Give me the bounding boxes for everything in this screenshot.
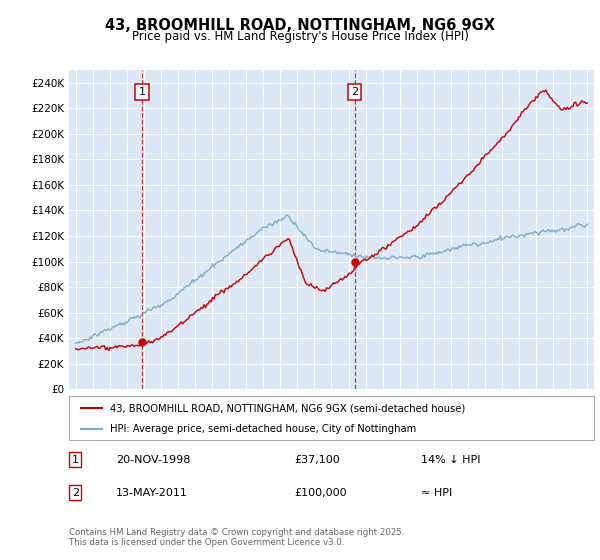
Text: 1: 1 xyxy=(139,87,145,97)
Text: 14% ↓ HPI: 14% ↓ HPI xyxy=(421,455,480,465)
Text: 43, BROOMHILL ROAD, NOTTINGHAM, NG6 9GX (semi-detached house): 43, BROOMHILL ROAD, NOTTINGHAM, NG6 9GX … xyxy=(110,403,465,413)
Text: 43, BROOMHILL ROAD, NOTTINGHAM, NG6 9GX: 43, BROOMHILL ROAD, NOTTINGHAM, NG6 9GX xyxy=(105,18,495,33)
Text: Contains HM Land Registry data © Crown copyright and database right 2025.
This d: Contains HM Land Registry data © Crown c… xyxy=(69,528,404,547)
Text: 2: 2 xyxy=(351,87,358,97)
Text: £100,000: £100,000 xyxy=(295,488,347,498)
Text: 2: 2 xyxy=(72,488,79,498)
Text: 20-NOV-1998: 20-NOV-1998 xyxy=(116,455,191,465)
Text: 13-MAY-2011: 13-MAY-2011 xyxy=(116,488,188,498)
Text: HPI: Average price, semi-detached house, City of Nottingham: HPI: Average price, semi-detached house,… xyxy=(110,424,416,433)
Text: ≈ HPI: ≈ HPI xyxy=(421,488,452,498)
Text: £37,100: £37,100 xyxy=(295,455,341,465)
Text: Price paid vs. HM Land Registry's House Price Index (HPI): Price paid vs. HM Land Registry's House … xyxy=(131,30,469,43)
Text: 1: 1 xyxy=(72,455,79,465)
